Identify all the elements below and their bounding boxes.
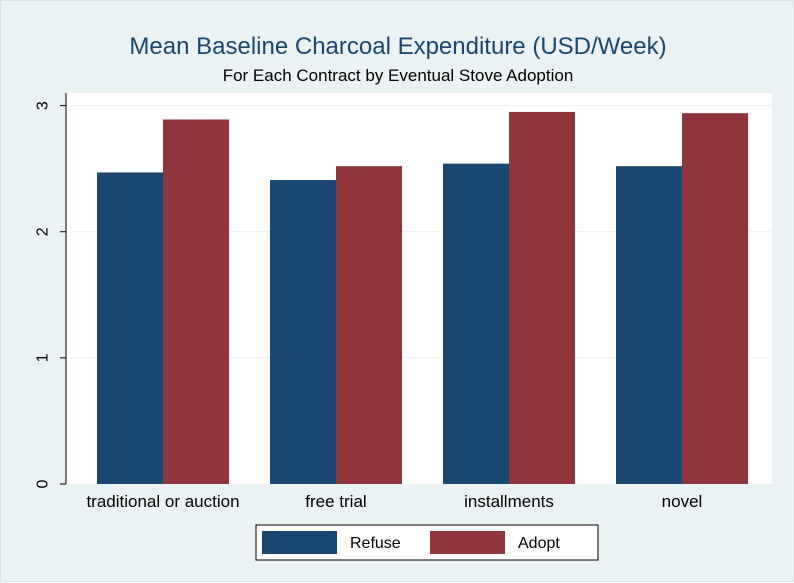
chart-subtitle: For Each Contract by Eventual Stove Adop… [223, 66, 574, 85]
y-tick-label: 1 [35, 353, 52, 362]
y-tick-label: 2 [35, 227, 52, 236]
bar-adopt-2 [509, 111, 575, 484]
bars [97, 111, 748, 485]
bar-adopt-3 [682, 113, 748, 484]
bar-adopt-0 [163, 119, 229, 485]
bar-refuse-3 [616, 166, 682, 484]
legend-swatch-adopt [430, 531, 505, 554]
legend-label-refuse: Refuse [350, 535, 401, 552]
chart-title: Mean Baseline Charcoal Expenditure (USD/… [129, 33, 666, 60]
bar-adopt-1 [336, 166, 402, 484]
x-category-label: free trial [305, 492, 366, 511]
axes: 0 1 2 3 traditional or auction free trial inst… [35, 93, 703, 511]
x-category-label: installments [464, 492, 554, 511]
x-category-label: novel [662, 492, 703, 511]
legend-swatch-refuse [262, 531, 337, 554]
bar-refuse-2 [443, 163, 509, 484]
legend: Refuse Adopt [255, 524, 599, 561]
y-tick-label: 3 [35, 101, 52, 110]
y-tick-label: 0 [35, 479, 52, 488]
bar-refuse-1 [270, 180, 336, 484]
x-category-label: traditional or auction [86, 492, 239, 511]
legend-label-adopt: Adopt [518, 535, 560, 552]
bar-refuse-0 [97, 172, 163, 484]
